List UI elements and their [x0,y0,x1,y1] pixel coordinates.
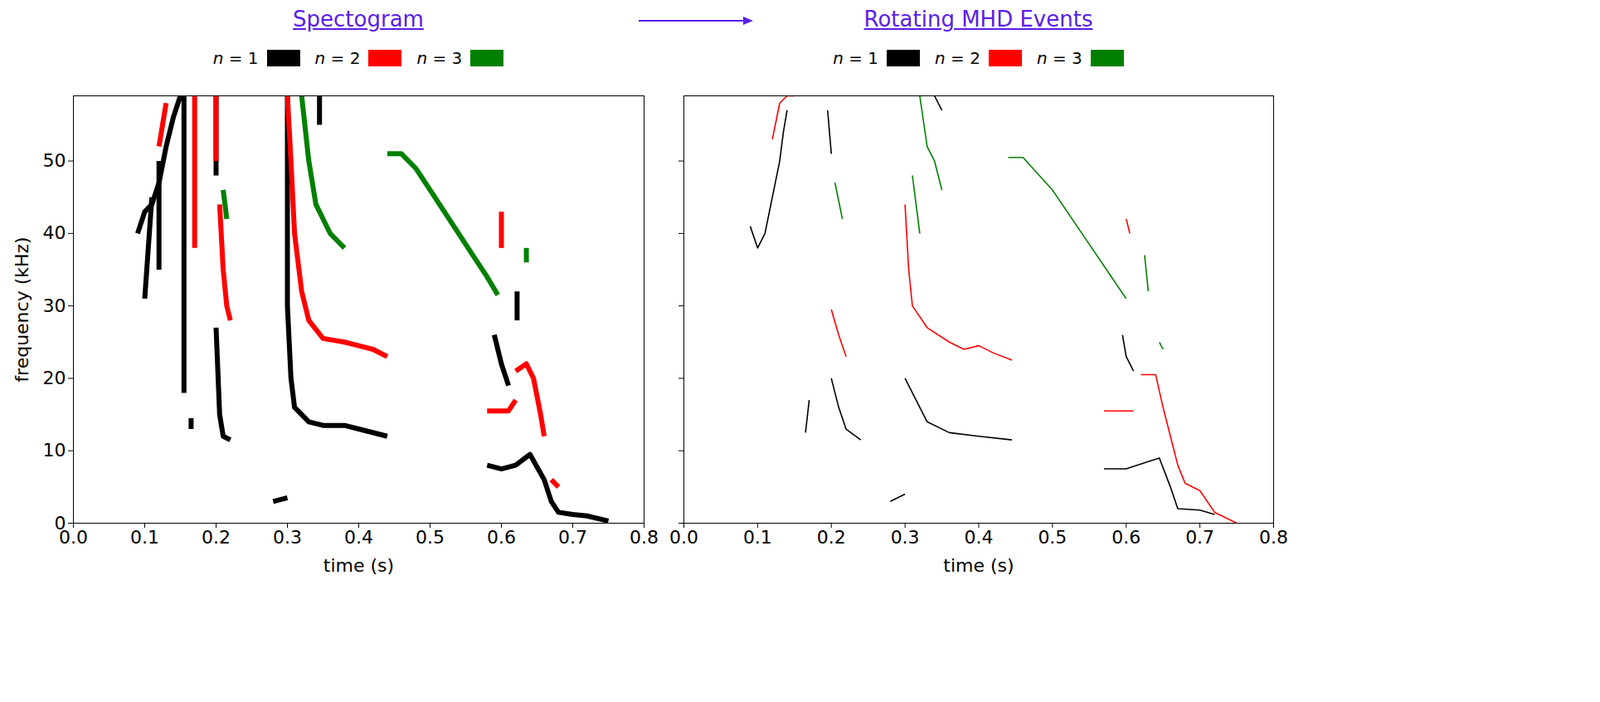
html-text:n = 3: n = 3 [1036,48,1083,69]
svg-text:0.1: 0.1 [130,526,160,548]
html-text:Rotating MHD Events: Rotating MHD Events [863,6,1093,32]
svg-text:0.5: 0.5 [415,526,445,548]
svg-text:0.2: 0.2 [817,526,847,548]
svg-text:0.3: 0.3 [890,526,920,548]
svg-text:0.4: 0.4 [344,526,374,548]
svg-text:0.7: 0.7 [1185,526,1215,548]
svg-text:0.4: 0.4 [964,526,994,548]
html-text:n = 3: n = 3 [416,48,463,69]
svg-text:10: 10 [43,439,67,461]
svg-text:frequency (kHz): frequency (kHz) [11,236,33,382]
svg-text:0: 0 [54,512,66,533]
html-text:n = 1: n = 1 [832,48,879,69]
svg-text:0.6: 0.6 [1111,526,1141,548]
svg-text:0.2: 0.2 [201,526,231,548]
html-text:n = 1: n = 1 [212,48,259,69]
html-text:n = 2: n = 2 [314,48,361,69]
svg-text:0.0: 0.0 [58,526,88,548]
svg-text:0.8: 0.8 [629,526,659,548]
svg-text:0.7: 0.7 [558,526,588,548]
svg-text:0.6: 0.6 [486,526,516,548]
svg-text:0.3: 0.3 [272,526,302,548]
svg-text:time (s): time (s) [323,554,394,576]
svg-text:40: 40 [43,222,67,244]
svg-text:20: 20 [43,367,67,389]
svg-text:0.8: 0.8 [1259,526,1289,548]
svg-text:30: 30 [43,295,67,317]
svg-text:0.5: 0.5 [1037,526,1067,548]
svg-text:0.1: 0.1 [743,526,773,548]
svg-text:0.0: 0.0 [669,526,699,548]
html-text:Spectogram: Spectogram [292,6,424,32]
html-text:n = 2: n = 2 [934,48,981,69]
svg-text:50: 50 [43,150,67,171]
svg-text:time (s): time (s) [943,554,1014,576]
